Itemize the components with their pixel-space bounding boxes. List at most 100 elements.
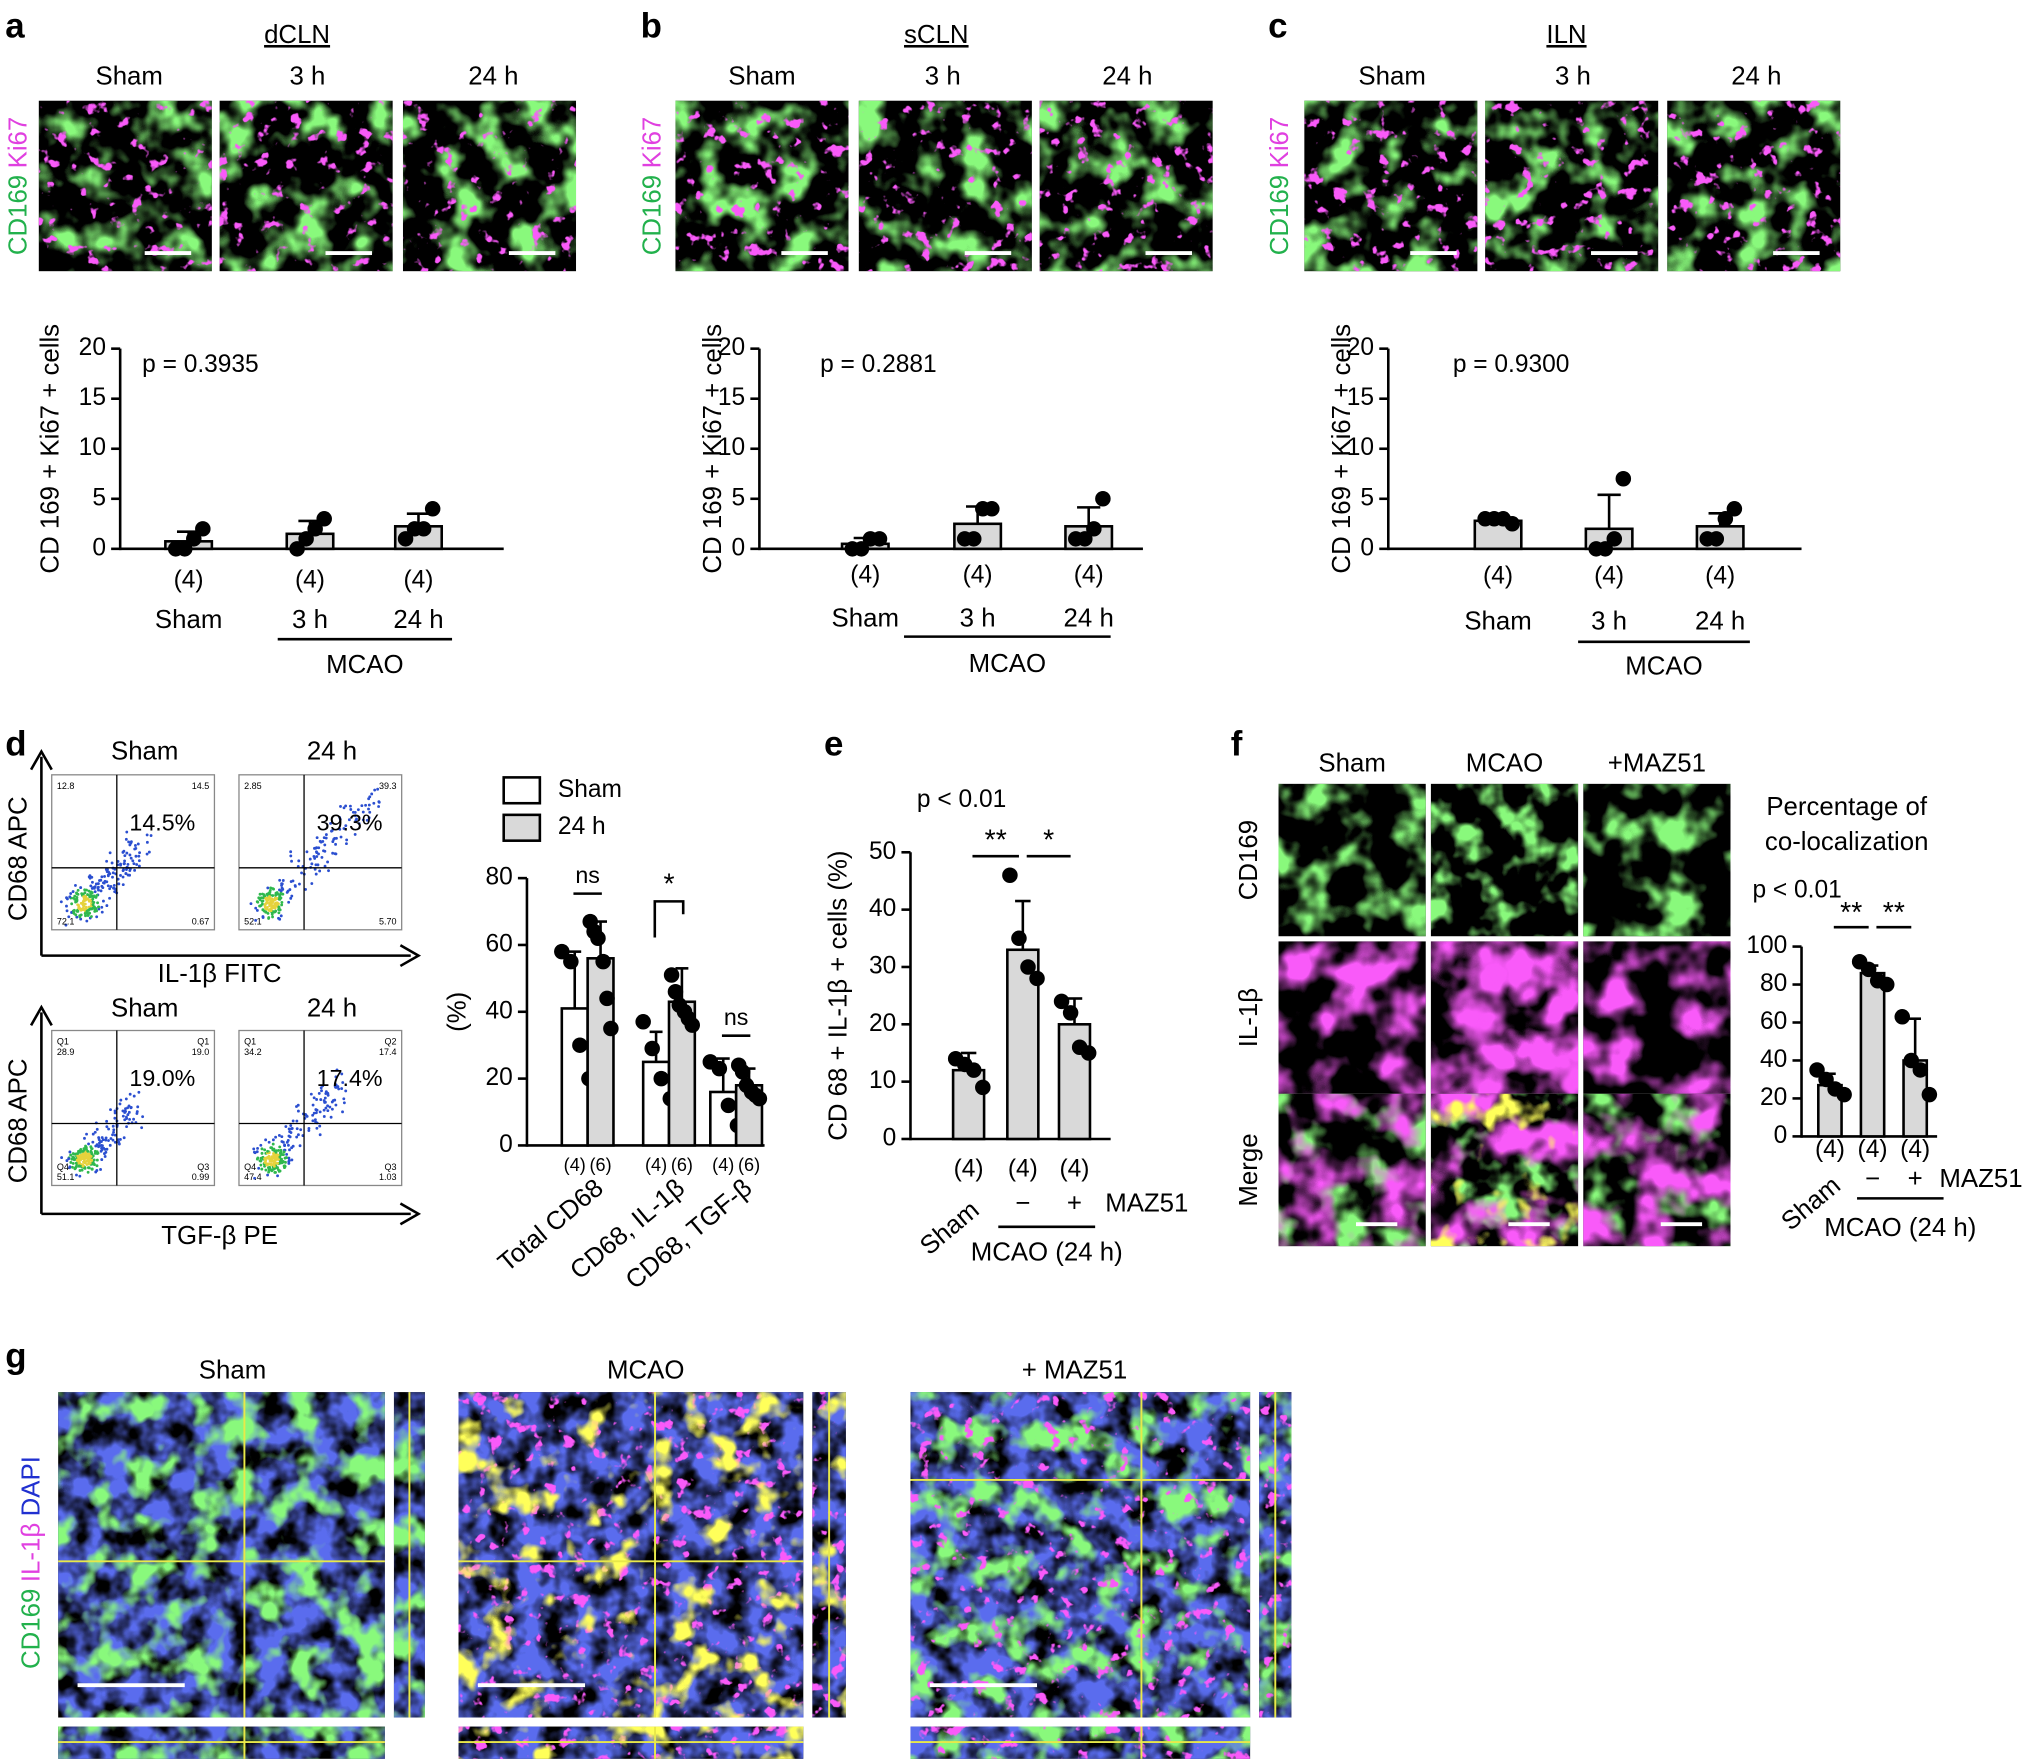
flow-dot xyxy=(329,1115,333,1119)
quadrant-name: Q1 xyxy=(57,1037,69,1047)
flow-dot xyxy=(67,1157,71,1161)
data-point xyxy=(424,501,441,517)
flow-dot xyxy=(273,905,277,909)
flow-dot xyxy=(103,879,107,883)
y-tick-label: 20 xyxy=(869,1010,896,1037)
panel-title: dCLN xyxy=(264,21,330,49)
flow-dot xyxy=(75,895,79,899)
flow-dot xyxy=(333,837,336,840)
flow-dot xyxy=(127,1110,131,1114)
column-label: Sham xyxy=(111,995,178,1023)
column-label: Sham xyxy=(111,738,178,766)
flow-dot xyxy=(278,888,281,892)
stain: IL-1β xyxy=(17,1523,45,1582)
flow-dot xyxy=(100,905,104,909)
panel-label: e xyxy=(824,725,843,764)
flow-dot xyxy=(108,851,112,855)
y-tick-label: 80 xyxy=(485,864,512,891)
flow-dot xyxy=(290,1158,294,1162)
n-label: (4) xyxy=(403,567,433,594)
stain: DAPI xyxy=(17,1456,45,1516)
data-point xyxy=(298,531,314,547)
flow-dot xyxy=(104,868,108,871)
n-label: (4) xyxy=(295,567,325,594)
y-tick-label: 0 xyxy=(1360,534,1374,561)
flow-dot xyxy=(83,898,87,902)
flow-dot xyxy=(98,879,101,882)
flow-dot xyxy=(111,871,115,875)
flow-dot xyxy=(267,1162,271,1166)
flow-dot xyxy=(266,1149,269,1153)
significance-label: ** xyxy=(1840,897,1862,929)
flow-dot xyxy=(88,911,92,915)
y-tick-label: 20 xyxy=(79,334,106,361)
flow-dot xyxy=(311,1103,315,1107)
flow-dot xyxy=(315,850,318,854)
n-label: (4) xyxy=(1705,563,1735,590)
flow-dot xyxy=(272,1152,275,1155)
flow-dot xyxy=(78,1174,82,1178)
stain: CD169 xyxy=(17,1589,45,1669)
treatment-label: MAZ51 xyxy=(1105,1190,1188,1218)
micrograph-stain xyxy=(1485,100,1659,272)
flow-dot xyxy=(126,1113,130,1116)
flow-dot xyxy=(102,899,105,903)
flow-dot xyxy=(84,914,87,918)
flow-dot xyxy=(326,1104,330,1108)
flow-dot xyxy=(270,912,274,916)
flow-dot xyxy=(128,853,132,857)
column-label: 24 h xyxy=(1731,62,1781,90)
quadrant-value: 39.3 xyxy=(379,781,397,791)
flow-dot xyxy=(261,899,265,903)
n-label: (4) xyxy=(850,561,880,588)
flow-dot xyxy=(95,1169,99,1172)
flow-dot xyxy=(344,824,348,828)
flow-dot xyxy=(344,804,348,808)
flow-dot xyxy=(280,882,284,886)
flow-dot xyxy=(317,1092,321,1095)
flow-dot xyxy=(134,844,137,847)
flow-dot xyxy=(122,861,126,865)
flow-dot xyxy=(65,896,68,900)
flow-dot xyxy=(100,1158,104,1161)
flow-dot xyxy=(92,1158,96,1162)
flow-dot xyxy=(121,850,125,854)
flow-dot xyxy=(269,1162,273,1166)
flow-dot xyxy=(290,894,294,898)
flow-dot xyxy=(311,1113,315,1117)
flow-dot xyxy=(344,1089,348,1093)
micrograph-stain xyxy=(1304,100,1478,272)
flow-dot xyxy=(133,868,137,872)
n-label: (4) xyxy=(712,1155,734,1175)
flow-dot xyxy=(106,884,110,888)
flow-dot xyxy=(96,882,100,886)
flow-dot xyxy=(84,905,88,909)
flow-dot xyxy=(122,1136,126,1140)
data-point xyxy=(415,521,432,537)
micrograph-stain xyxy=(1583,1093,1731,1247)
flow-dot xyxy=(280,903,284,907)
flow-dot xyxy=(337,1087,341,1091)
flow-dot xyxy=(99,889,103,893)
flow-dot xyxy=(321,1084,325,1088)
flow-dot xyxy=(78,1169,82,1172)
flow-dot xyxy=(287,1160,291,1163)
flow-dot xyxy=(116,1138,120,1142)
annotation: p = 0.9300 xyxy=(1453,351,1570,378)
flow-dot xyxy=(323,864,327,868)
flow-dot xyxy=(265,1163,269,1167)
stain: Ki67 xyxy=(1266,117,1294,169)
flow-dot xyxy=(91,903,95,907)
quadrant-value: 12.8 xyxy=(57,781,75,791)
micrograph-stain xyxy=(1278,1093,1426,1247)
flow-dot xyxy=(377,805,381,808)
panel-label: d xyxy=(5,725,26,764)
flow-dot xyxy=(113,1111,117,1115)
chart-title: Percentage of xyxy=(1766,793,1928,821)
legend-label: 24 h xyxy=(558,813,606,840)
panel-label: g xyxy=(5,1337,26,1376)
flow-dot xyxy=(86,914,90,917)
flow-dot xyxy=(94,895,98,899)
flow-dot xyxy=(93,1130,97,1134)
flow-dot xyxy=(312,1111,316,1115)
